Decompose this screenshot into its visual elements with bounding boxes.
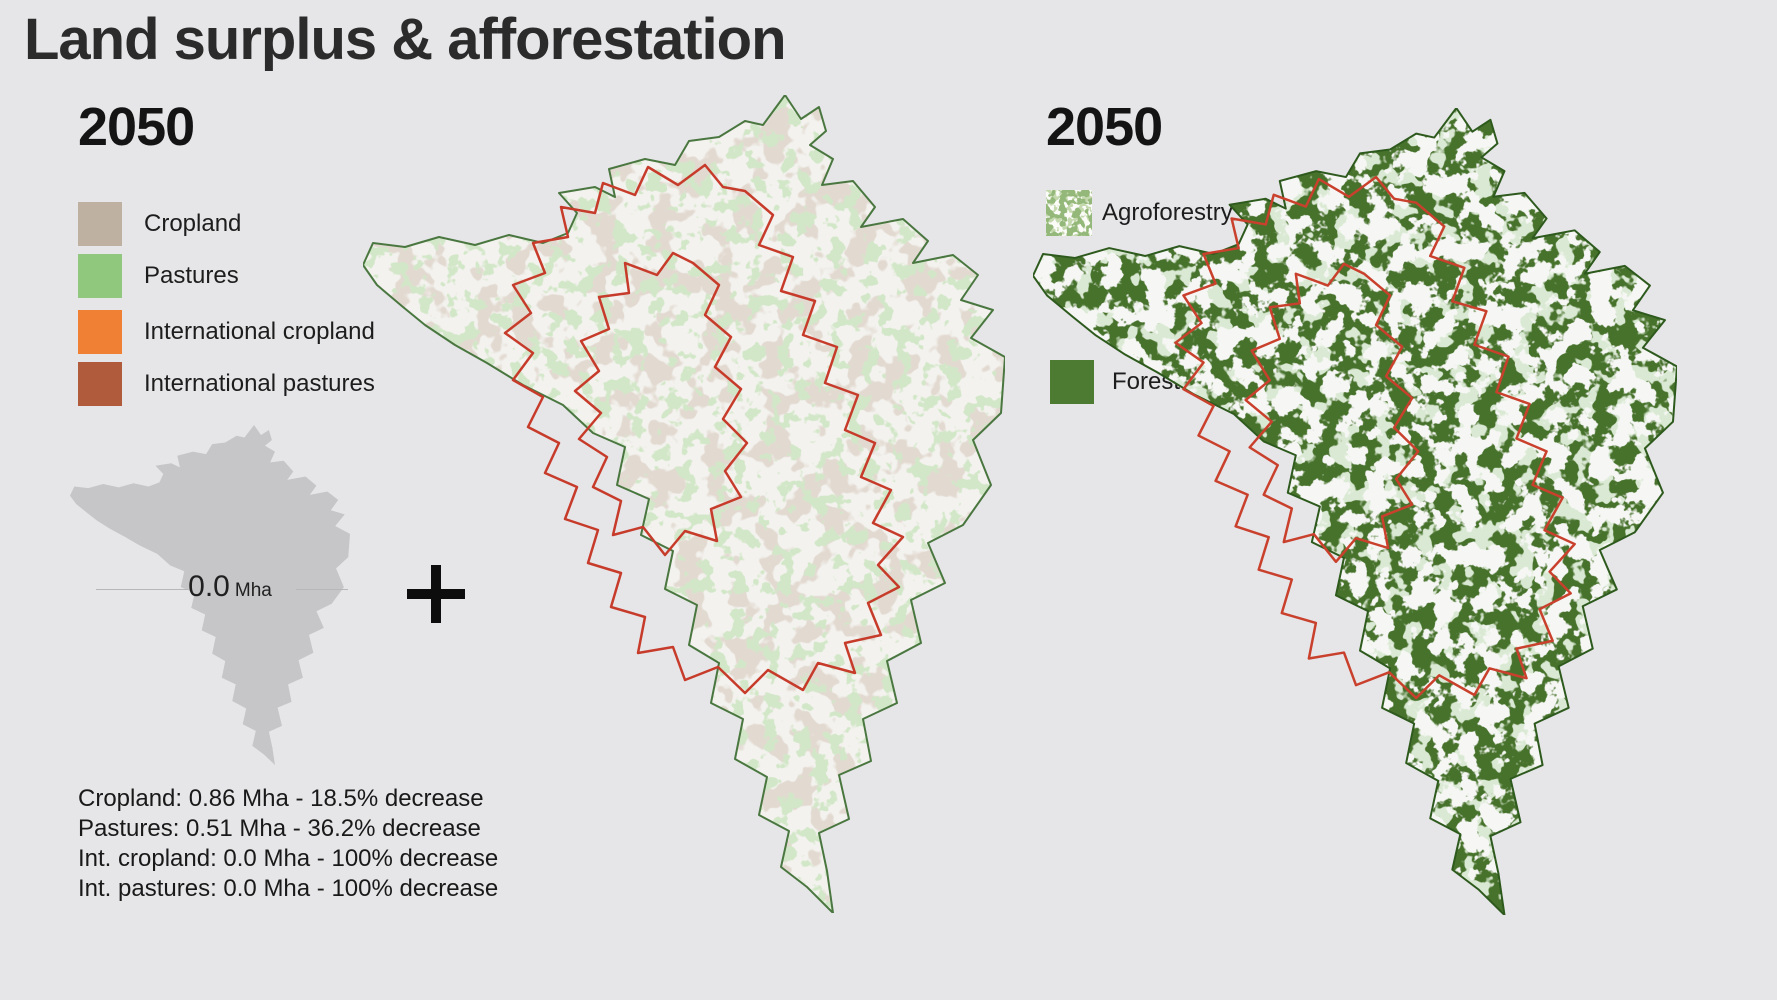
right-year-label: 2050 [1046,97,1163,157]
plus-icon [407,565,465,623]
international-pastures-label: International pastures [144,370,375,397]
afforestation-map-speckles [1033,108,1677,915]
land-surplus-map [363,95,1005,913]
cropland-label: Cropland [144,210,242,237]
pastures-label: Pastures [144,262,239,289]
legend-item-international-cropland: International cropland [78,310,375,354]
mini-map-leader-line [96,589,188,590]
international-cropland-label: International cropland [144,318,375,345]
agroforestry-label: Agroforestry [1102,199,1233,226]
mini-map-value: 0.0 Mha [150,570,310,604]
mini-map-leader-line [296,589,348,590]
stat-pastures: Pastures: 0.51 Mha - 36.2% decrease [78,815,481,842]
surplus-map-speckles [363,95,1005,913]
mini-map-value-unit: Mha [234,580,272,601]
mini-map-value-number: 0.0 [188,570,230,603]
legend-item-international-pastures: International pastures [78,362,375,406]
stat-int-cropland: Int. cropland: 0.0 Mha - 100% decrease [78,845,499,872]
international-cropland-swatch [78,310,122,354]
pastures-swatch [78,254,122,298]
forest-swatch [1050,360,1094,404]
cropland-swatch [78,202,122,246]
international-pastures-swatch [78,362,122,406]
legend-item-pastures: Pastures [78,254,239,298]
stat-int-pastures: Int. pastures: 0.0 Mha - 100% decrease [78,875,499,902]
stat-cropland: Cropland: 0.86 Mha - 18.5% decrease [78,785,484,812]
afforestation-map [1033,108,1677,915]
left-year-label: 2050 [78,97,195,157]
legend-item-cropland: Cropland [78,202,241,246]
page-title: Land surplus & afforestation [24,7,787,72]
agroforestry-swatch [1046,190,1092,236]
surplus-stats: Cropland: 0.86 Mha - 18.5% decrease Past… [78,784,498,904]
